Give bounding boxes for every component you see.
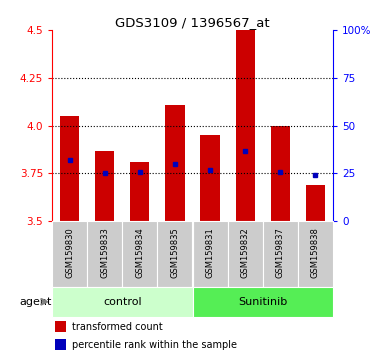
- Text: percentile rank within the sample: percentile rank within the sample: [72, 341, 237, 350]
- Text: GSM159838: GSM159838: [311, 227, 320, 278]
- Text: control: control: [103, 297, 142, 307]
- Bar: [192, 221, 228, 287]
- Text: GSM159831: GSM159831: [206, 227, 214, 278]
- Bar: [228, 221, 263, 287]
- Bar: [55, 339, 66, 350]
- Text: GSM159832: GSM159832: [241, 227, 250, 278]
- Title: GDS3109 / 1396567_at: GDS3109 / 1396567_at: [115, 16, 270, 29]
- Bar: [201, 135, 220, 221]
- Bar: [271, 126, 290, 221]
- Bar: [165, 105, 184, 221]
- Text: GSM159837: GSM159837: [276, 227, 285, 278]
- Bar: [52, 287, 192, 317]
- Text: GSM159833: GSM159833: [100, 227, 109, 278]
- Bar: [192, 287, 333, 317]
- Bar: [263, 221, 298, 287]
- Text: Sunitinib: Sunitinib: [238, 297, 287, 307]
- Bar: [306, 185, 325, 221]
- Bar: [87, 221, 122, 287]
- Bar: [60, 116, 79, 221]
- Text: GSM159834: GSM159834: [135, 227, 144, 278]
- Bar: [130, 162, 149, 221]
- Text: agent: agent: [20, 297, 52, 307]
- Bar: [55, 321, 66, 332]
- Bar: [298, 221, 333, 287]
- Bar: [236, 30, 255, 221]
- Bar: [157, 221, 192, 287]
- Text: transformed count: transformed count: [72, 322, 162, 332]
- Bar: [122, 221, 157, 287]
- Bar: [95, 150, 114, 221]
- Text: GSM159830: GSM159830: [65, 227, 74, 278]
- Bar: [52, 221, 87, 287]
- Text: GSM159835: GSM159835: [171, 227, 179, 278]
